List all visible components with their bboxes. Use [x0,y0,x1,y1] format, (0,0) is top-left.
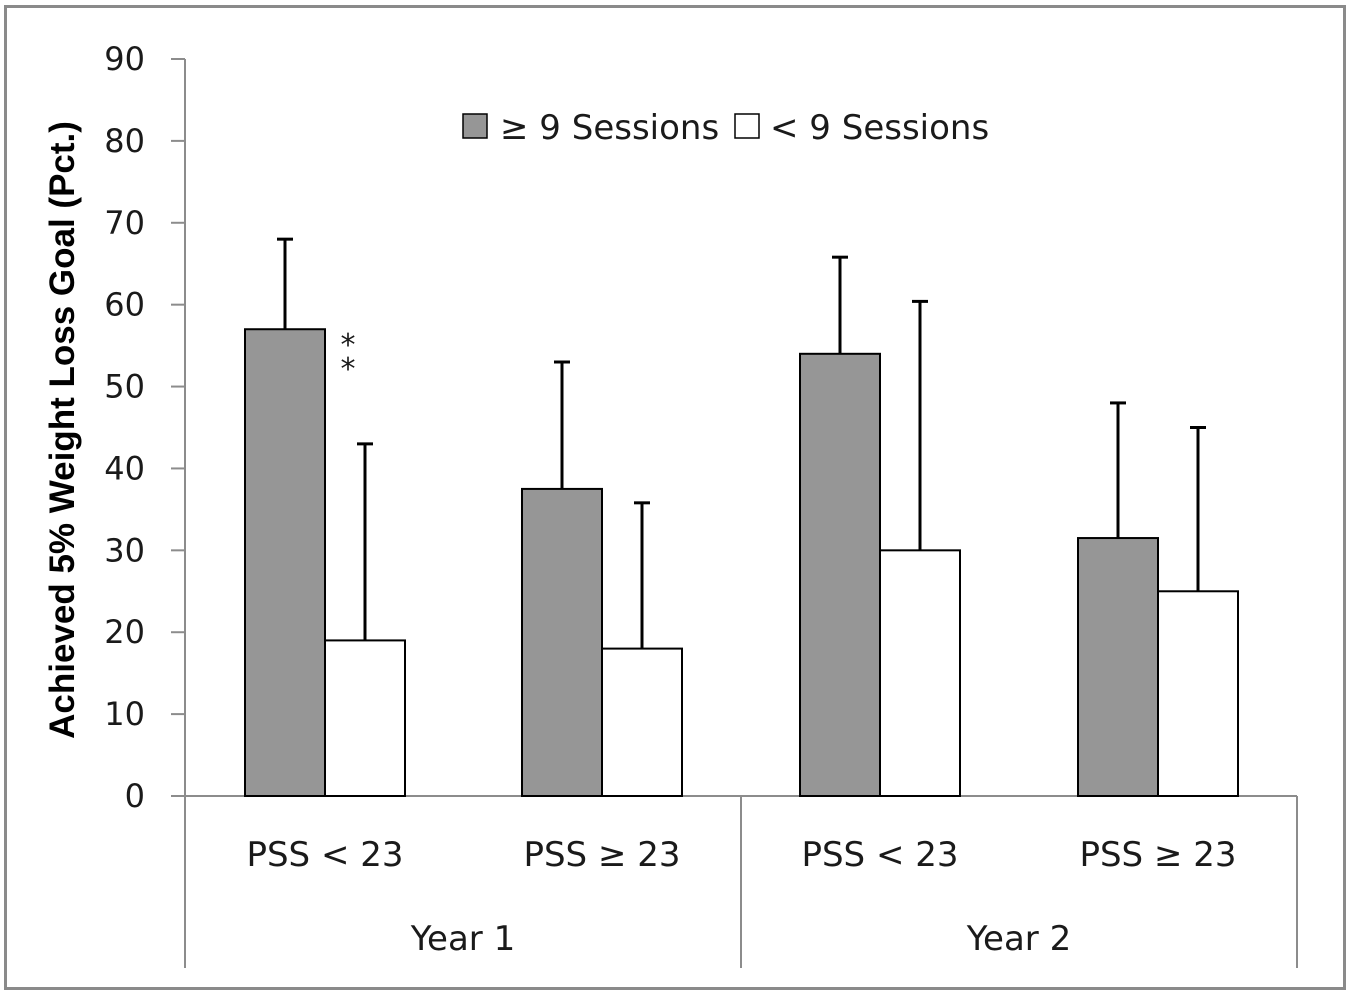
y-tick-label: 60 [104,286,145,324]
y-axis-title: Achieved 5% Weight Loss Goal (Pct.) [43,121,82,739]
y-tick-label: 80 [104,122,145,160]
y-tick-label: 0 [125,777,145,815]
category-label: PSS < 23 [246,835,403,875]
legend-label: < 9 Sessions [770,108,989,148]
legend-label: ≥ 9 Sessions [500,108,719,148]
y-tick-label: 50 [104,368,145,406]
bar [1077,537,1159,797]
bar [601,647,683,797]
bars [244,328,1239,798]
group-label: Year 1 [410,919,515,959]
y-tick-label: 90 [104,40,145,78]
y-tick-label: 70 [104,204,145,242]
y-tick-label: 20 [104,613,145,651]
category-label: PSS ≥ 23 [523,835,680,875]
bar [879,549,961,797]
annotation-label: * [341,352,356,387]
y-tick-label: 10 [104,695,145,733]
category-label: PSS < 23 [801,835,958,875]
bar [324,639,406,798]
bar [521,487,603,797]
legend: ≥ 9 Sessions < 9 Sessions [462,108,989,148]
legend-swatch [462,113,488,139]
legend-swatch [734,113,760,139]
group-label: Year 2 [966,919,1071,959]
annotation-label: * [341,328,356,363]
error-bars [277,237,1206,649]
y-tick-label: 30 [104,531,145,569]
bar [799,352,881,797]
bar [1157,590,1239,797]
bar [244,328,326,797]
category-label: PSS ≥ 23 [1079,835,1236,875]
y-tick-label: 40 [104,449,145,487]
chart-frame [4,5,1346,990]
axes [171,58,1298,968]
labels: 0 10 20 30 40 50 60 70 80 90 PSS < 23 PSS ≥ 23 Year … [43,40,1237,959]
